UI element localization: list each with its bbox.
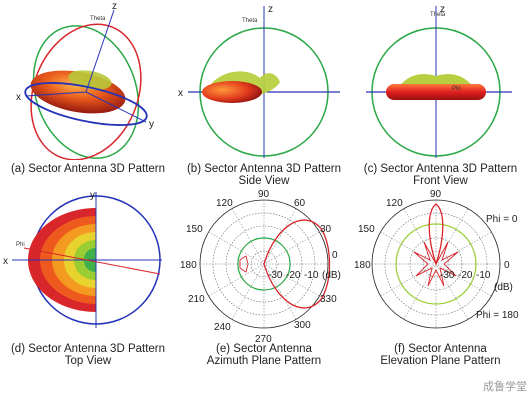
watermark-text: 成鲁学堂 — [483, 381, 527, 393]
panel-f-ring-label-20: -20 — [458, 270, 473, 281]
panel-a-y-axis — [85, 91, 147, 123]
panel-e-pattern-curve — [263, 219, 331, 309]
panel-e-angle-300: 300 — [294, 320, 311, 331]
panel-f-elevation-pattern: 90 120 150 180 Phi = 0 0 -30 -20 -10 (dB… — [352, 190, 529, 400]
panel-b-side-view: z x Theta (b) Sector Antenna 3D Pattern … — [176, 0, 352, 187]
panel-c-caption: (c) Sector Antenna 3D Pattern Front View — [352, 163, 529, 187]
panel-f-phi0-label: Phi = 0 — [486, 214, 518, 225]
panel-c-front-view: z Theta Phi (c) Sector Antenna 3D Patter… — [352, 0, 529, 187]
panel-e-ring-label-30: -30 — [268, 270, 283, 281]
panel-f-unit: (dB) — [494, 282, 513, 293]
panel-e-angle-180: 180 — [180, 260, 197, 271]
panel-f-ring-label-10: -10 — [476, 270, 491, 281]
panel-e-angle-0: 0 — [332, 250, 338, 261]
panel-a-green-ring — [32, 25, 140, 159]
panel-f-caption-line1: (f) Sector Antenna — [394, 343, 487, 355]
panel-a-figure: z x y Theta — [16, 1, 154, 160]
panel-f-polar-plot: 90 120 150 180 Phi = 0 0 -30 -20 -10 (dB… — [354, 190, 519, 329]
panel-e-azimuth-pattern: 90 60 30 0 330 300 270 240 210 180 150 1… — [176, 190, 352, 400]
panel-e-angle-90: 90 — [258, 190, 270, 200]
panel-e-angle-30: 30 — [320, 224, 332, 235]
panel-e-polar-plot: 90 60 30 0 330 300 270 240 210 180 150 1… — [180, 190, 341, 345]
panel-f-angle-90: 90 — [430, 190, 442, 200]
panel-d-phi-label: Phi — [16, 242, 25, 248]
panel-b-z-label: z — [268, 4, 273, 15]
panel-e-angle-150: 150 — [186, 224, 203, 235]
panel-f-caption: (f) Sector Antenna Elevation Plane Patte… — [352, 343, 529, 367]
panel-a-3d-pattern: z x y Theta (a) Sector Antenna 3D Patter… — [0, 0, 176, 175]
panel-f-sidelobes — [413, 241, 459, 287]
panel-b-main-lobe — [202, 81, 262, 103]
panel-e-caption: (e) Sector Antenna Azimuth Plane Pattern — [176, 343, 352, 367]
panel-d-caption-line1: (d) Sector Antenna 3D Pattern — [10, 343, 166, 355]
panel-d-caption-line2: Top View — [64, 355, 112, 367]
panel-f-angle-120: 120 — [386, 198, 403, 209]
panel-f-angle-180: 180 — [354, 260, 371, 271]
panel-e-angle-240: 240 — [214, 322, 231, 333]
panel-a-z-label: z — [112, 1, 117, 12]
panel-a-caption: (a) Sector Antenna 3D Pattern — [0, 163, 176, 175]
panel-b-theta-label: Theta — [242, 18, 258, 24]
panel-c-figure: z Theta Phi — [366, 4, 512, 158]
panel-c-caption-line1: (c) Sector Antenna 3D Pattern — [363, 163, 518, 175]
panel-c-caption-line2: Front View — [413, 175, 468, 187]
panel-c-phi-label: Phi — [452, 86, 461, 92]
panel-a-y-label: y — [149, 119, 154, 130]
panel-e-ring-label-20: -20 — [286, 270, 301, 281]
panel-f-phi180-label: Phi = 180 — [476, 310, 519, 321]
panel-e-ring-label-10: -10 — [304, 270, 319, 281]
panel-a-red-ring — [30, 23, 142, 160]
panel-f-main-beam — [428, 203, 444, 267]
panel-a-x-label: x — [16, 92, 21, 103]
panel-a-blue-ring — [24, 82, 148, 126]
panel-a-z-axis — [85, 9, 115, 93]
panel-d-red-diagonal — [23, 247, 161, 275]
panel-c-main-lobe — [386, 84, 486, 100]
panel-e-angle-210: 210 — [188, 294, 205, 305]
panel-d-top-view: y x Phi (d) Sector Antenna 3D Pattern To… — [0, 190, 176, 400]
panel-b-caption-line1: (b) Sector Antenna 3D Pattern — [186, 163, 342, 175]
panel-d-y-label: y — [90, 190, 95, 201]
panel-d-caption: (d) Sector Antenna 3D Pattern Top View — [0, 343, 176, 367]
panel-f-caption-line2: Elevation Plane Pattern — [380, 355, 501, 367]
panel-f-angle-150: 150 — [358, 224, 375, 235]
panel-e-angle-270: 270 — [255, 334, 272, 345]
panel-d-x-label: x — [3, 256, 8, 267]
panel-e-caption-line1: (e) Sector Antenna — [216, 343, 312, 355]
panel-e-angle-330: 330 — [320, 294, 337, 305]
panel-e-unit: (dB) — [322, 270, 341, 281]
panel-f-ring-label-30: -30 — [440, 270, 455, 281]
panel-a-caption-line1: (a) Sector Antenna 3D Pattern — [10, 163, 166, 175]
panel-b-x-label: x — [178, 88, 183, 99]
panel-e-caption-line2: Azimuth Plane Pattern — [206, 355, 322, 367]
panel-c-z-label: z — [440, 4, 445, 15]
panel-b-caption: (b) Sector Antenna 3D Pattern Side View — [176, 163, 352, 187]
panel-e-angle-60: 60 — [294, 198, 306, 209]
panel-b-figure: z x Theta — [178, 4, 340, 158]
panel-f-right-zero: 0 — [504, 260, 510, 271]
panel-a-x-axis — [25, 91, 87, 97]
panel-b-caption-line2: Side View — [238, 175, 290, 187]
panel-e-backlobe — [239, 255, 249, 273]
panel-d-figure: y x Phi — [3, 190, 162, 328]
panel-c-theta-label: Theta — [430, 12, 446, 18]
panel-a-theta-label: Theta — [90, 16, 106, 22]
panel-e-angle-120: 120 — [216, 198, 233, 209]
